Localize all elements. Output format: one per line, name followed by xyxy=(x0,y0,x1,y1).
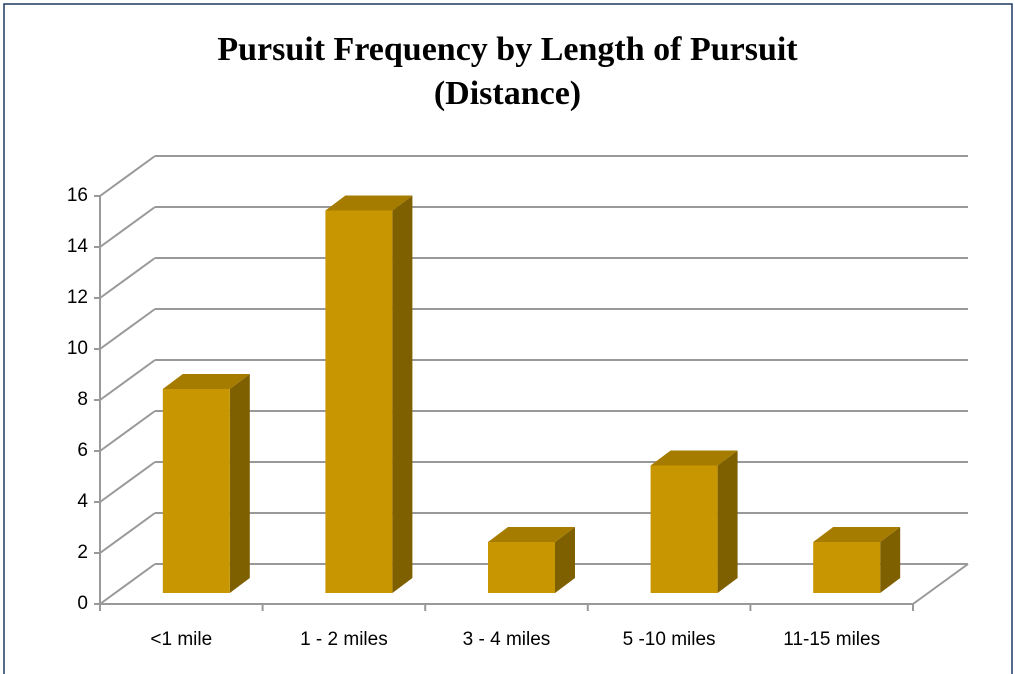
chart-title: Pursuit Frequency by Length of Pursuit (… xyxy=(217,31,798,112)
bar xyxy=(488,527,575,593)
grid-line xyxy=(99,257,156,299)
bar-top xyxy=(813,527,901,542)
grid-line xyxy=(99,206,156,248)
x-tick-label: 5 -10 miles xyxy=(623,629,716,650)
bar xyxy=(162,374,250,593)
bar-side xyxy=(555,527,575,593)
bar-top xyxy=(650,450,738,466)
y-tick-label: 16 xyxy=(67,185,88,206)
grid-line xyxy=(99,410,156,452)
grid-line xyxy=(99,359,156,401)
grid-line xyxy=(99,461,156,503)
bar-front xyxy=(650,465,718,593)
bar xyxy=(813,527,901,593)
x-tick-label: <1 mile xyxy=(150,629,212,650)
bar-front xyxy=(325,210,393,593)
bar-side xyxy=(392,195,413,593)
frame xyxy=(3,3,1013,674)
y-tick-label: 10 xyxy=(67,338,88,359)
bar-front xyxy=(488,542,555,593)
y-tick-label: 8 xyxy=(77,389,88,410)
bar xyxy=(325,195,413,593)
grid-line xyxy=(99,512,156,554)
grid-line xyxy=(99,155,156,197)
y-tick-label: 12 xyxy=(67,287,88,308)
bar-side xyxy=(717,450,738,593)
bar-top xyxy=(162,374,250,389)
y-tick-label: 2 xyxy=(77,542,88,563)
x-tick-label: 11-15 miles xyxy=(783,629,880,650)
bar-side xyxy=(880,527,901,593)
bar-top xyxy=(488,527,575,542)
x-tick-label: 3 - 4 miles xyxy=(463,629,551,650)
bar-top xyxy=(325,195,413,211)
grid-line xyxy=(99,308,156,350)
bar-side xyxy=(229,374,250,593)
grid-line xyxy=(99,563,156,605)
bar xyxy=(650,450,738,593)
y-tick-label: 6 xyxy=(77,440,88,461)
floor-edge xyxy=(912,563,969,605)
x-tick-label: 1 - 2 miles xyxy=(300,629,388,650)
bar-front xyxy=(813,542,881,593)
y-tick-label: 0 xyxy=(77,593,88,614)
y-tick-label: 14 xyxy=(67,236,89,257)
bar-front xyxy=(162,389,230,593)
y-tick-label: 4 xyxy=(77,491,88,512)
